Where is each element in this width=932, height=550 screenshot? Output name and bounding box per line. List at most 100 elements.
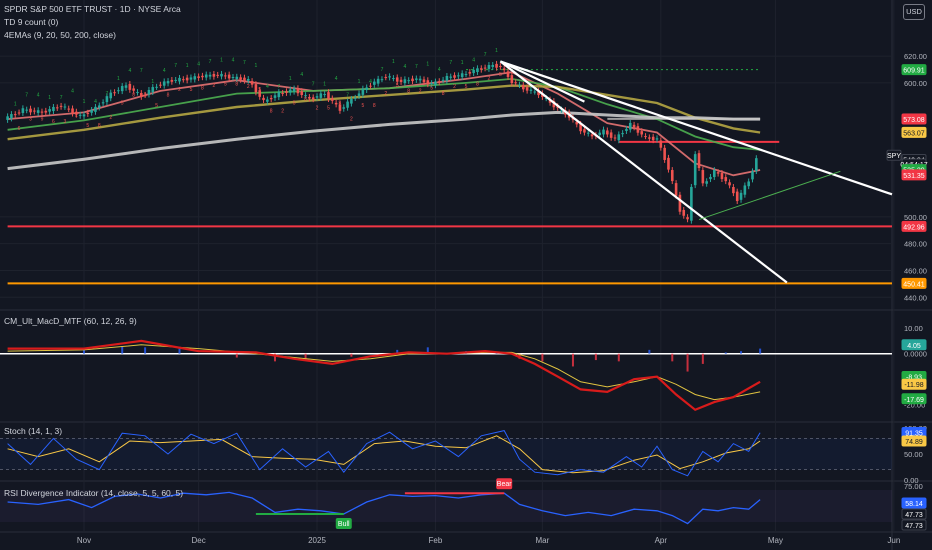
candle-body [640, 131, 644, 135]
candle-body [140, 93, 143, 97]
td-count-mark: 1 [461, 60, 464, 66]
currency-button[interactable]: USD [903, 4, 925, 20]
candle-body [353, 97, 357, 99]
badge-rsi: 58.14 [901, 497, 927, 509]
td-count-mark: 8 [270, 108, 273, 114]
candle-body [747, 181, 750, 187]
candle-body [533, 91, 537, 93]
macd-title[interactable]: CM_Ult_MacD_MTF (60, 12, 26, 9) [4, 316, 137, 326]
td-count-mark: 6 [18, 126, 21, 132]
td-count-mark: 5 [327, 106, 330, 112]
td-count-mark: 1 [289, 76, 292, 82]
stoch-title[interactable]: Stoch (14, 1, 3) [4, 426, 63, 436]
td-count-mark: 2 [281, 108, 284, 114]
candle-body [392, 78, 395, 80]
candle-body [373, 81, 376, 85]
candle-body [300, 91, 304, 96]
candle-body [487, 65, 491, 69]
candle-body [174, 79, 177, 81]
badge-bg [886, 149, 902, 161]
badge-text: 47.73 [905, 523, 923, 530]
rsi-tick: 75.00 [904, 482, 923, 491]
macd-hist-bar [274, 353, 276, 362]
td-count-mark: 2 [247, 84, 250, 90]
td-count-mark: 2 [488, 76, 491, 82]
stoch-band-fill [0, 438, 892, 470]
td-count-mark: 1 [392, 59, 395, 65]
macd-hist-bar [304, 353, 307, 361]
rsi-pane[interactable]: Bull Bear [0, 478, 892, 529]
td-count-mark: 4 [232, 57, 235, 63]
candle-body [716, 172, 720, 174]
td-count-mark: 5 [190, 87, 193, 93]
candle-body [613, 137, 617, 139]
candle-body [537, 90, 540, 96]
candle-body [510, 75, 514, 84]
trendline [499, 60, 788, 284]
candle-body [113, 92, 116, 94]
x-tick-May: May [768, 536, 783, 545]
td-count-mark: 7 [312, 82, 315, 88]
candle-body [739, 192, 743, 200]
candle-body [128, 83, 132, 90]
candle-body [220, 73, 223, 77]
candle-body [457, 75, 460, 77]
candle-body [575, 121, 579, 125]
td-count-mark: 5 [499, 72, 502, 78]
badge-text: 4.05 [907, 343, 921, 350]
candle-body [388, 76, 391, 78]
td-count-mark: 1 [495, 48, 498, 54]
candle-body [136, 92, 139, 94]
candle-body [13, 114, 17, 116]
candle-body [426, 80, 430, 85]
td-count-mark: 2 [178, 87, 181, 93]
candle-body [690, 186, 693, 221]
axes: Nov Dec 2025 Feb Mar Apr May Jun 620.00 600.00 500… [77, 52, 928, 545]
td-count-mark: 1 [186, 63, 189, 69]
stoch-pane[interactable] [0, 430, 892, 477]
candle-body [67, 108, 71, 110]
candle-body [319, 93, 323, 98]
td-count-mark: 5 [86, 123, 89, 129]
td-indicator-label[interactable]: TD 9 count (0) [4, 17, 59, 27]
macd-pane[interactable] [0, 339, 892, 412]
candle-body [472, 69, 475, 74]
price-tick: 620.00 [904, 52, 927, 61]
td-count-mark: 5 [430, 86, 433, 92]
candle-body [101, 102, 105, 104]
rsi-title[interactable]: RSI Divergence Indicator (14, close, 5, … [4, 488, 184, 498]
candle-body [724, 177, 728, 182]
bull-label: Bull [335, 518, 352, 529]
price-pane[interactable]: 1673491673421548721548721548721548721548… [6, 48, 893, 285]
td-count-mark: 4 [266, 84, 269, 90]
td-count-mark: 1 [83, 99, 86, 105]
candle-body [208, 74, 212, 77]
candle-body [552, 101, 556, 108]
candle-body [476, 68, 479, 73]
candle-body [254, 84, 258, 93]
candle-body [162, 81, 166, 86]
candle-body [701, 170, 705, 184]
badge-text: -17.69 [904, 397, 924, 404]
x-tick-Nov: Nov [77, 536, 91, 545]
td-count-mark: 4 [163, 68, 166, 74]
td-count-mark: 2 [75, 112, 78, 118]
td-count-mark: 1 [220, 57, 223, 63]
candle-body [55, 107, 59, 109]
badge-text: -11.98 [904, 382, 923, 389]
candle-body [525, 87, 529, 91]
candle-body [185, 77, 189, 81]
candle-body [617, 134, 621, 141]
stoch-d-line [7, 435, 761, 474]
candle-body [648, 137, 651, 139]
candle-body [632, 124, 636, 128]
ema-indicator-label[interactable]: 4EMAs (9, 20, 50, 200, close) [4, 30, 116, 40]
td-count-mark: 2 [212, 83, 215, 89]
x-tick-Apr: Apr [655, 536, 668, 545]
price-tick: 480.00 [904, 240, 927, 249]
td-count-mark: 2 [350, 116, 353, 122]
td-count-mark: 8 [235, 82, 238, 88]
candle-body [338, 104, 342, 111]
candle-body [713, 170, 716, 178]
ema-line-ema-20 [7, 71, 761, 177]
